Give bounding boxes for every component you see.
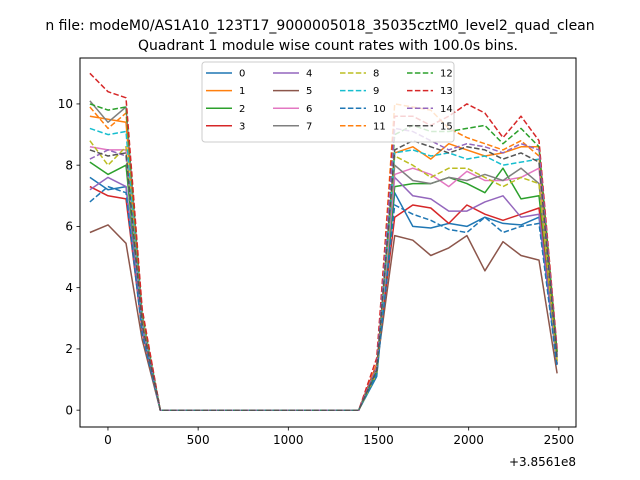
plot-frame bbox=[79, 57, 577, 428]
series-line-3 bbox=[89, 185, 558, 411]
x-tick-label: 500 bbox=[187, 433, 210, 447]
figure-suptitle: n file: modeM0/AS1A10_123T17_9000005018_… bbox=[45, 18, 594, 34]
x-axis-ticks: 0 500 1000 1500 2000 2500 bbox=[104, 427, 574, 447]
series-line-0 bbox=[89, 176, 558, 411]
x-tick-label: 0 bbox=[104, 433, 112, 447]
y-tick-label: 8 bbox=[65, 158, 73, 172]
legend-label-3: 3 bbox=[239, 121, 245, 132]
x-tick-label: 2000 bbox=[453, 433, 484, 447]
x-axis-offset-label: +3.8561e8 bbox=[509, 455, 576, 469]
series-line-9 bbox=[89, 127, 558, 411]
legend-label-12: 12 bbox=[440, 69, 453, 80]
x-tick-label: 2500 bbox=[544, 433, 575, 447]
series-line-8 bbox=[89, 140, 558, 411]
legend-label-4: 4 bbox=[306, 69, 312, 80]
legend-box bbox=[201, 61, 455, 143]
series-line-1 bbox=[89, 115, 558, 411]
y-tick-label: 6 bbox=[65, 220, 73, 234]
series-line-12 bbox=[89, 103, 558, 411]
y-tick-label: 0 bbox=[65, 403, 73, 417]
legend-label-10: 10 bbox=[373, 104, 386, 115]
series-line-5 bbox=[89, 224, 558, 411]
legend-label-7: 7 bbox=[306, 121, 312, 132]
x-tick-label: 1000 bbox=[273, 433, 304, 447]
x-tick-label: 1500 bbox=[363, 433, 394, 447]
series-line-10 bbox=[89, 185, 558, 411]
series-line-15 bbox=[89, 139, 558, 411]
legend-label-11: 11 bbox=[373, 121, 386, 132]
legend-label-8: 8 bbox=[373, 69, 379, 80]
legend-label-15: 15 bbox=[440, 121, 453, 132]
series-line-6 bbox=[89, 146, 558, 411]
y-tick-label: 2 bbox=[65, 342, 73, 356]
chart-title: Quadrant 1 module wise count rates with … bbox=[138, 38, 518, 54]
legend-label-2: 2 bbox=[239, 104, 245, 115]
series-line-14 bbox=[89, 127, 558, 411]
legend-label-5: 5 bbox=[306, 86, 312, 97]
legend-label-13: 13 bbox=[440, 86, 453, 97]
legend-label-9: 9 bbox=[373, 86, 379, 97]
legend-label-6: 6 bbox=[306, 104, 312, 115]
series-line-4 bbox=[89, 176, 558, 411]
legend-label-14: 14 bbox=[440, 104, 453, 115]
y-axis-ticks: 0 2 4 6 8 10 bbox=[58, 97, 80, 417]
legend-label-1: 1 bbox=[239, 86, 245, 97]
series-line-11 bbox=[89, 103, 558, 411]
series-line-2 bbox=[89, 161, 558, 411]
y-tick-label: 10 bbox=[58, 97, 73, 111]
y-tick-label: 4 bbox=[65, 281, 73, 295]
legend-label-0: 0 bbox=[239, 69, 245, 80]
